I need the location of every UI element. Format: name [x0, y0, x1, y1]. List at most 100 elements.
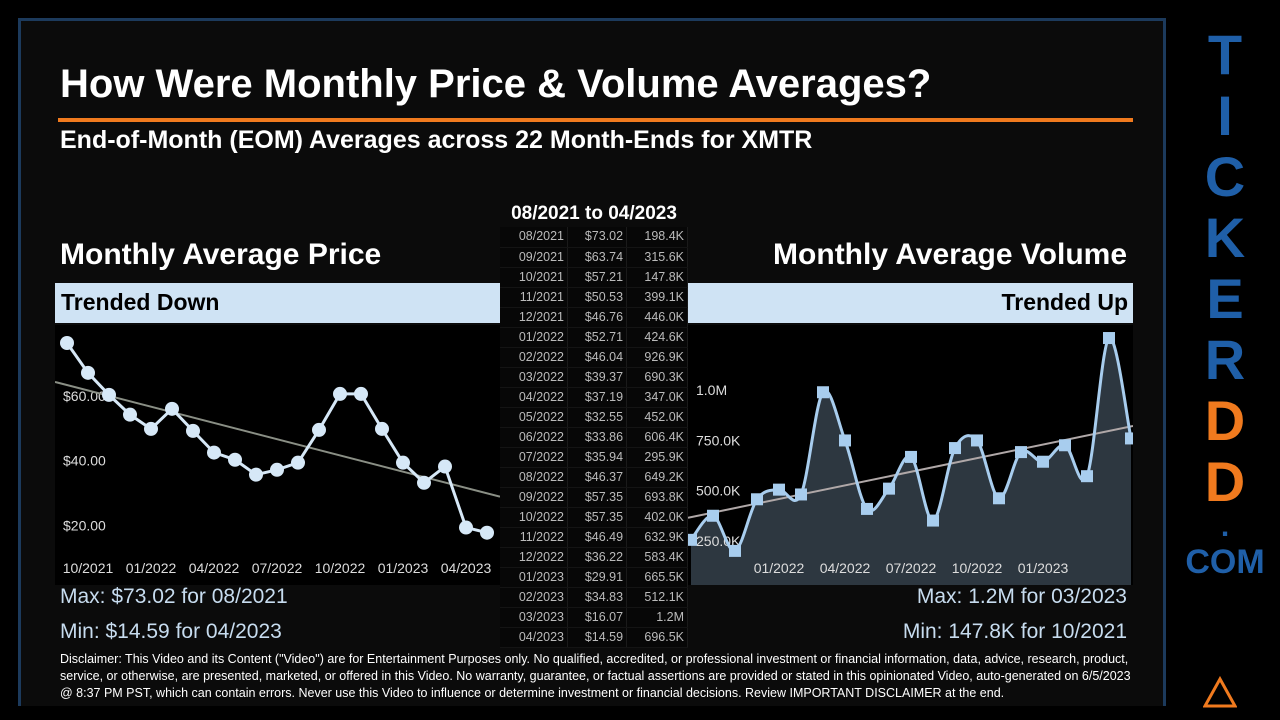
data-point [396, 455, 410, 470]
data-point [144, 421, 158, 436]
data-point [81, 365, 95, 380]
x-tick-label: 01/2022 [126, 560, 177, 576]
volume-cell: 693.8K [626, 487, 688, 508]
table-row: 03/2023 $16.07 1.2M [500, 607, 688, 628]
volume-cell: 512.1K [626, 587, 688, 608]
data-point [480, 525, 494, 540]
table-row: 02/2023 $34.83 512.1K [500, 587, 688, 608]
table-row: 11/2022 $46.49 632.9K [500, 527, 688, 548]
price-cell: $57.21 [567, 267, 628, 288]
table-row: 04/2023 $14.59 696.5K [500, 627, 688, 648]
x-tick-label: 07/2022 [886, 560, 937, 576]
table-row: 09/2022 $57.35 693.8K [500, 487, 688, 508]
x-tick-label: 10/2022 [952, 560, 1003, 576]
volume-cell: 452.0K [626, 407, 688, 428]
data-point [375, 421, 389, 436]
month-cell: 11/2022 [500, 527, 568, 548]
price-cell: $16.07 [567, 607, 628, 628]
month-cell: 01/2023 [500, 567, 568, 588]
data-point [102, 387, 116, 402]
volume-cell: 926.9K [626, 347, 688, 368]
series-line [65, 342, 488, 535]
logo-letter: E [1206, 267, 1244, 330]
table-row: 05/2022 $32.55 452.0K [500, 407, 688, 428]
table-row: 04/2022 $37.19 347.0K [500, 387, 688, 408]
table-row: 10/2022 $57.35 402.0K [500, 507, 688, 528]
table-row: 11/2021 $50.53 399.1K [500, 287, 688, 308]
volume-cell: 424.6K [626, 327, 688, 348]
data-point [1081, 470, 1093, 483]
x-tick-label: 01/2022 [754, 560, 805, 576]
table-row: 10/2021 $57.21 147.8K [500, 267, 688, 288]
logo-letter: T [1207, 23, 1243, 86]
table-row: 01/2023 $29.91 665.5K [500, 567, 688, 588]
volume-cell: 606.4K [626, 427, 688, 448]
price-cell: $52.71 [567, 327, 628, 348]
month-cell: 06/2022 [500, 427, 568, 448]
y-tick-label: 750.0K [696, 432, 741, 448]
x-tick-label: 10/2022 [315, 560, 366, 576]
table-row: 01/2022 $52.71 424.6K [500, 327, 688, 348]
data-point [270, 462, 284, 477]
x-tick-label: 04/2023 [441, 560, 492, 576]
volume-cell: 147.8K [626, 267, 688, 288]
data-point [707, 509, 719, 522]
price-cell: $46.76 [567, 307, 628, 328]
price-cell: $14.59 [567, 627, 628, 648]
data-point [1059, 439, 1071, 452]
table-row: 08/2022 $46.37 649.2K [500, 467, 688, 488]
volume-cell: 347.0K [626, 387, 688, 408]
x-tick-label: 10/2021 [63, 560, 114, 576]
volume-trend-band: Trended Up [688, 283, 1133, 323]
month-cell: 01/2022 [500, 327, 568, 348]
price-cell: $34.83 [567, 587, 628, 608]
data-point [165, 401, 179, 416]
data-point [312, 422, 326, 437]
price-min: Min: $14.59 for 04/2023 [60, 620, 282, 643]
y-tick-label: $40.00 [63, 453, 106, 469]
month-cell: 10/2022 [500, 507, 568, 528]
x-tick-label: 04/2022 [820, 560, 871, 576]
logo-letter: COM [1185, 543, 1265, 581]
y-tick-label: $20.00 [63, 518, 106, 534]
table-row: 12/2022 $36.22 583.4K [500, 547, 688, 568]
logo-letter: D [1204, 389, 1246, 452]
month-cell: 02/2022 [500, 347, 568, 368]
y-tick-label: 500.0K [696, 483, 741, 499]
volume-cell: 315.6K [626, 247, 688, 268]
y-tick-label: 1.0M [696, 382, 727, 398]
data-point [354, 386, 368, 401]
logo-letter: . [1220, 510, 1230, 543]
month-cell: 08/2022 [500, 467, 568, 488]
data-point [291, 455, 305, 470]
month-cell: 09/2021 [500, 247, 568, 268]
volume-cell: 632.9K [626, 527, 688, 548]
data-point [207, 445, 221, 460]
price-cell: $39.37 [567, 367, 628, 388]
table-row: 07/2022 $35.94 295.9K [500, 447, 688, 468]
month-cell: 07/2022 [500, 447, 568, 468]
price-cell: $32.55 [567, 407, 628, 428]
volume-cell: 690.3K [626, 367, 688, 388]
price-cell: $46.37 [567, 467, 628, 488]
logo-letter: I [1217, 84, 1233, 147]
month-cell: 12/2022 [500, 547, 568, 568]
price-cell: $73.02 [567, 227, 628, 248]
data-point [729, 544, 741, 557]
data-point [249, 467, 263, 482]
data-point [795, 488, 807, 501]
price-max: Max: $73.02 for 08/2021 [60, 585, 288, 608]
price-cell: $50.53 [567, 287, 628, 308]
price-cell: $35.94 [567, 447, 628, 468]
data-point [438, 459, 452, 474]
logo-letter: R [1204, 328, 1246, 391]
data-point [993, 492, 1005, 505]
data-point [459, 520, 473, 535]
volume-cell: 446.0K [626, 307, 688, 328]
price-cell: $46.04 [567, 347, 628, 368]
price-cell: $46.49 [567, 527, 628, 548]
month-cell: 04/2022 [500, 387, 568, 408]
table-row: 06/2022 $33.86 606.4K [500, 427, 688, 448]
data-point [123, 407, 137, 422]
